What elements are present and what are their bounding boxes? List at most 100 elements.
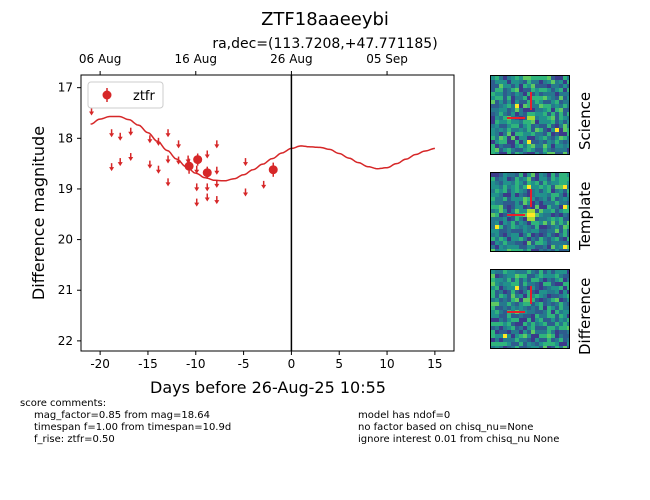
cutout-pixel xyxy=(491,112,495,116)
cutout-pixel xyxy=(499,177,503,181)
cutout-pixel xyxy=(539,270,543,274)
cutout-pixel xyxy=(523,294,527,298)
detection-marker xyxy=(184,161,194,171)
cutout-pixel xyxy=(507,217,511,221)
cutout-pixel xyxy=(511,128,515,132)
cutout-pixel xyxy=(507,306,511,310)
cutout-pixel xyxy=(515,108,519,112)
cutout-pixel xyxy=(515,330,519,334)
cutout-pixel xyxy=(515,286,519,290)
cutout-pixel xyxy=(535,229,539,233)
cutout-pixel xyxy=(547,213,551,217)
cutout-pixel xyxy=(539,225,543,229)
cutout-pixel xyxy=(527,245,531,249)
cutout-pixel xyxy=(515,193,519,197)
upper-limit-marker xyxy=(261,180,267,189)
cutout-pixel xyxy=(535,310,539,314)
cutout-pixel xyxy=(523,193,527,197)
cutout-pixel xyxy=(507,104,511,108)
cutout-pixel xyxy=(555,201,559,205)
chart-subtitle: ra,dec=(113.7208,+47.771185) xyxy=(212,36,437,52)
cutout-pixel xyxy=(519,132,523,136)
cutout-pixel xyxy=(567,124,569,128)
cutout-pixel xyxy=(495,278,499,282)
cutout-pixel xyxy=(527,290,531,294)
cutout-pixel xyxy=(515,96,519,100)
cutout-pixel xyxy=(519,108,523,112)
cutout-pixel xyxy=(519,346,523,348)
cutout-pixel xyxy=(503,326,507,330)
cutout-pixel xyxy=(539,185,543,189)
cutout-pixel xyxy=(495,197,499,201)
cutout-pixel xyxy=(507,112,511,116)
cutout-pixel xyxy=(519,217,523,221)
cutout-pixel xyxy=(523,334,527,338)
cutout-pixel xyxy=(531,148,535,152)
cutout-pixel xyxy=(523,84,527,88)
score-comment-right-3: ignore interest 0.01 from chisq_nu None xyxy=(358,434,560,445)
cutout-pixel xyxy=(511,84,515,88)
cutout-pixel xyxy=(499,237,503,241)
cutout-pixel xyxy=(559,112,563,116)
x-tick-label: -15 xyxy=(138,357,158,371)
cutout-pixel xyxy=(543,116,547,120)
cutout-pixel xyxy=(559,233,563,237)
cutout-pixel xyxy=(491,322,495,326)
cutout-pixel xyxy=(551,128,555,132)
cutout-pixel xyxy=(527,302,531,306)
cutout-pixel xyxy=(507,233,511,237)
cutout-pixel xyxy=(551,189,555,193)
cutout-pixel xyxy=(515,112,519,116)
cutout-pixel xyxy=(523,322,527,326)
cutout-pixel xyxy=(563,274,567,278)
cutout-pixel xyxy=(495,120,499,124)
cutout-pixel xyxy=(503,338,507,342)
cutout-pixel xyxy=(491,173,495,177)
cutout-pixel xyxy=(495,189,499,193)
cutout-pixel xyxy=(567,330,569,334)
cutout-pixel xyxy=(567,80,569,84)
cutout-pixel xyxy=(515,302,519,306)
cutout-pixel xyxy=(555,326,559,330)
cutout-pixel xyxy=(543,76,547,80)
cutout-pixel xyxy=(495,322,499,326)
cutout-pixel xyxy=(507,342,511,346)
cutout-pixel xyxy=(543,209,547,213)
cutout-pixel xyxy=(527,197,531,201)
cutout-pixel xyxy=(551,318,555,322)
cutout-pixel xyxy=(547,322,551,326)
cutout-pixel xyxy=(495,270,499,274)
cutout-pixel xyxy=(511,237,515,241)
cutout-pixel xyxy=(559,326,563,330)
cutout-pixel xyxy=(535,140,539,144)
cutout-pixel xyxy=(535,237,539,241)
cutout-pixel xyxy=(523,318,527,322)
y-tick-label: 22 xyxy=(58,334,73,348)
cutout-pixel xyxy=(535,92,539,96)
upper-limit-arrow xyxy=(117,136,123,141)
cutout-pixel xyxy=(499,96,503,100)
upper-limit-arrow xyxy=(155,141,161,146)
cutout-pixel xyxy=(543,233,547,237)
cutout-pixel xyxy=(527,201,531,205)
cutout-pixel xyxy=(495,229,499,233)
x-tick-label: -10 xyxy=(186,357,206,371)
cutout-pixel xyxy=(507,274,511,278)
cutout-pixel xyxy=(491,342,495,346)
cutout-pixel xyxy=(543,201,547,205)
cutout-pixel xyxy=(523,189,527,193)
cutout-pixel xyxy=(547,221,551,225)
cutout-pixel xyxy=(559,120,563,124)
cutout-pixel xyxy=(543,185,547,189)
cutout-pixel xyxy=(507,282,511,286)
science-cutout-label: Science xyxy=(576,91,594,150)
cutout-pixel xyxy=(539,201,543,205)
cutout-pixel xyxy=(507,205,511,209)
cutout-pixel xyxy=(491,193,495,197)
cutout-pixel xyxy=(539,197,543,201)
cutout-pixel xyxy=(559,314,563,318)
cutout-pixel xyxy=(551,249,555,251)
cutout-pixel xyxy=(543,229,547,233)
cutout-pixel xyxy=(495,233,499,237)
cutout-pixel xyxy=(547,302,551,306)
